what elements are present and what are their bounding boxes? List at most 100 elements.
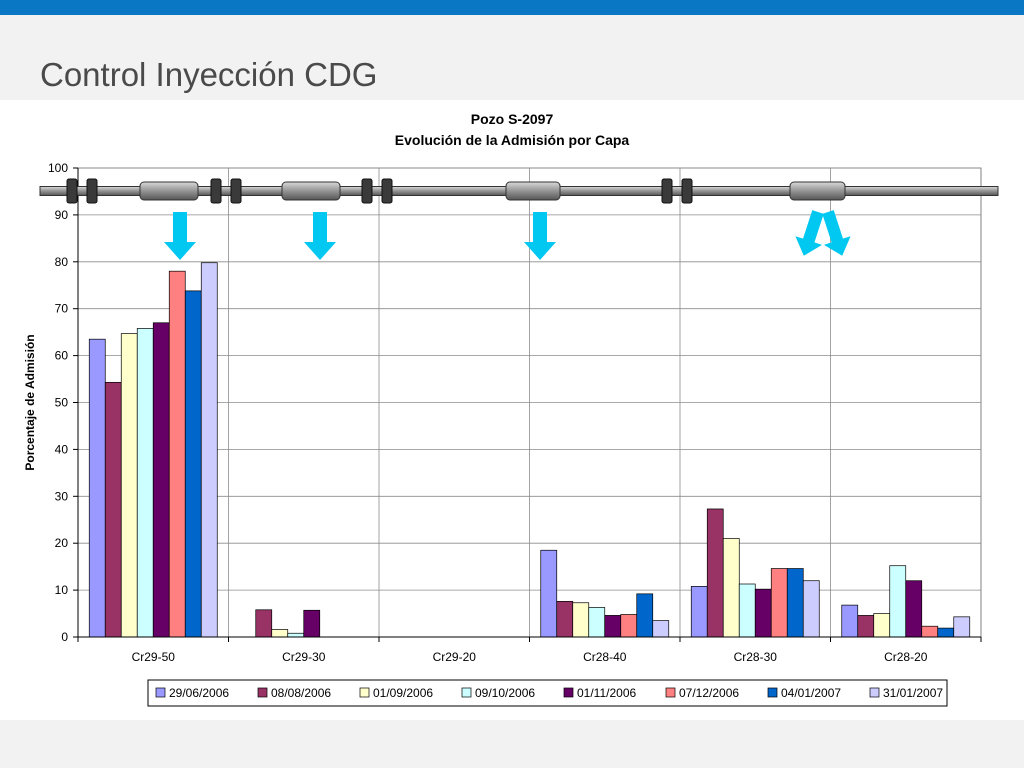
bar bbox=[556, 601, 574, 638]
legend-label: 09/10/2006 bbox=[475, 686, 535, 700]
bar bbox=[905, 580, 923, 638]
bar bbox=[620, 614, 638, 638]
legend-item: 09/10/2006 bbox=[461, 686, 535, 700]
bar bbox=[540, 549, 558, 638]
legend-label: 29/06/2006 bbox=[169, 686, 229, 700]
bar bbox=[287, 632, 305, 638]
bar bbox=[136, 328, 154, 638]
bar bbox=[200, 262, 218, 638]
bar bbox=[722, 538, 740, 638]
mandrel-valve bbox=[281, 181, 341, 201]
packer bbox=[210, 178, 222, 204]
well-pipe-diagram bbox=[39, 178, 999, 260]
x-tick-label: Cr29-20 bbox=[433, 650, 477, 664]
legend-swatch bbox=[869, 687, 880, 698]
split-arrow-right-icon bbox=[822, 210, 851, 256]
packer bbox=[681, 178, 693, 204]
bar bbox=[104, 381, 122, 638]
packer bbox=[86, 178, 98, 204]
bar bbox=[889, 565, 907, 638]
y-tick-label: 30 bbox=[55, 489, 69, 503]
chart-title: Pozo S-2097 bbox=[471, 111, 554, 127]
y-tick-label: 80 bbox=[55, 255, 69, 269]
legend-swatch bbox=[257, 687, 268, 698]
y-tick-label: 100 bbox=[48, 161, 68, 175]
y-tick-label: 20 bbox=[55, 536, 69, 550]
x-tick-label: Cr28-40 bbox=[583, 650, 627, 664]
bar bbox=[604, 615, 622, 638]
y-tick-label: 40 bbox=[55, 442, 69, 456]
bar bbox=[255, 609, 273, 638]
bar bbox=[690, 585, 708, 638]
y-tick-label: 70 bbox=[55, 302, 69, 316]
legend-item: 08/08/2006 bbox=[257, 686, 331, 700]
legend-label: 08/08/2006 bbox=[271, 686, 331, 700]
legend-item: 31/01/2007 bbox=[869, 686, 943, 700]
bar bbox=[857, 615, 875, 638]
packer bbox=[66, 178, 78, 204]
legend-swatch bbox=[665, 687, 676, 698]
bar bbox=[953, 616, 971, 638]
bar bbox=[738, 583, 756, 638]
packer bbox=[381, 178, 393, 204]
y-tick-label: 10 bbox=[55, 583, 69, 597]
bar bbox=[706, 508, 724, 638]
bar bbox=[841, 604, 859, 638]
legend-label: 04/01/2007 bbox=[781, 686, 841, 700]
y-tick-label: 50 bbox=[55, 396, 69, 410]
bar bbox=[120, 333, 138, 638]
legend-swatch bbox=[767, 687, 778, 698]
legend-item: 29/06/2006 bbox=[155, 686, 229, 700]
bar bbox=[88, 338, 106, 638]
slide-title: Control Inyección CDG bbox=[40, 56, 378, 93]
mandrel-valve bbox=[505, 181, 561, 201]
x-tick-label: Cr29-30 bbox=[282, 650, 326, 664]
bar bbox=[184, 290, 202, 638]
mandrel-valve bbox=[789, 181, 846, 201]
bar bbox=[588, 607, 606, 638]
injection-arrow-icon bbox=[164, 212, 196, 260]
legend-item: 04/01/2007 bbox=[767, 686, 841, 700]
x-tick-label: Cr29-50 bbox=[132, 650, 176, 664]
chart-subtitle: Evolución de la Admisión por Capa bbox=[395, 132, 630, 148]
split-arrow-left-icon bbox=[795, 210, 824, 256]
bar bbox=[168, 270, 186, 638]
bar bbox=[802, 580, 820, 638]
legend-label: 07/12/2006 bbox=[679, 686, 739, 700]
packer bbox=[661, 178, 673, 204]
bar bbox=[652, 620, 670, 638]
bar bbox=[303, 609, 321, 638]
bar bbox=[786, 568, 804, 638]
legend-swatch bbox=[155, 687, 166, 698]
y-tick-label: 90 bbox=[55, 208, 69, 222]
y-axis-label: Porcentaje de Admisión bbox=[23, 334, 37, 470]
bar bbox=[754, 588, 772, 638]
bar bbox=[873, 613, 891, 638]
admission-bar-chart: Pozo S-2097 Evolución de la Admisión por… bbox=[23, 111, 999, 707]
legend-swatch bbox=[359, 687, 370, 698]
legend-swatch bbox=[563, 687, 574, 698]
legend-item: 01/11/2006 bbox=[563, 686, 636, 700]
axes: 0 10 20 30 40 50 60 70 80 90 100 Cr29-50 Cr29-30 Cr29… bbox=[48, 161, 982, 664]
legend-label: 31/01/2007 bbox=[883, 686, 943, 700]
injection-arrow-icon bbox=[304, 212, 336, 260]
y-tick-label: 60 bbox=[55, 349, 69, 363]
legend-label: 01/11/2006 bbox=[577, 686, 636, 700]
legend-label: 01/09/2006 bbox=[373, 686, 433, 700]
bar bbox=[937, 627, 955, 638]
legend-swatch bbox=[461, 687, 472, 698]
chart-panel: Pozo S-2097 Evolución de la Admisión por… bbox=[0, 100, 1024, 720]
x-tick-label: Cr28-20 bbox=[884, 650, 928, 664]
bar bbox=[770, 568, 788, 638]
packer bbox=[361, 178, 373, 204]
bar bbox=[152, 322, 170, 638]
bar bbox=[636, 593, 654, 638]
injection-arrow-icon bbox=[524, 212, 556, 260]
footer-band bbox=[0, 720, 1024, 768]
bar bbox=[921, 625, 939, 638]
x-tick-label: Cr28-30 bbox=[734, 650, 778, 664]
legend-box bbox=[147, 679, 948, 707]
y-tick-label: 0 bbox=[61, 630, 68, 644]
packer bbox=[230, 178, 242, 204]
bar bbox=[271, 629, 289, 638]
